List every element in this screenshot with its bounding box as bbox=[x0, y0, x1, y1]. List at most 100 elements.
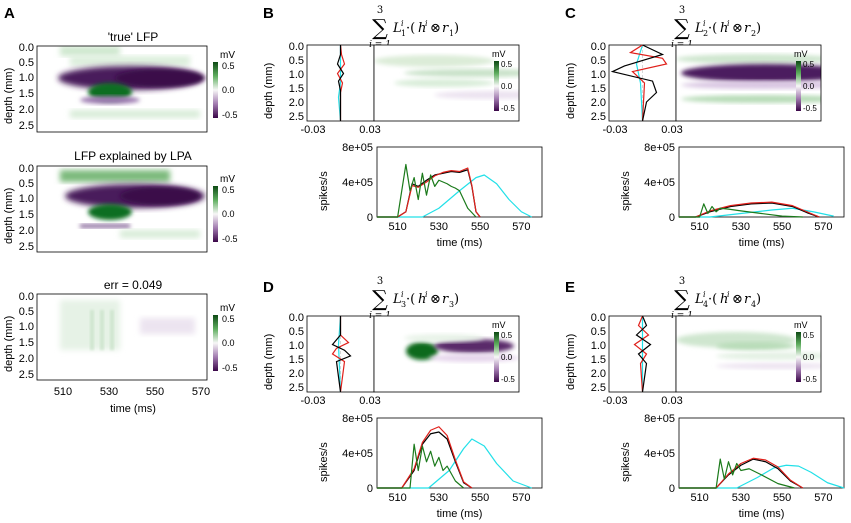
sum-upper: 3 bbox=[679, 5, 685, 16]
xtick-label: 530 bbox=[732, 221, 750, 233]
ytick-label: 2.5 bbox=[289, 111, 304, 123]
xtick-label: 530 bbox=[430, 492, 448, 504]
profile-black-line bbox=[331, 316, 352, 393]
formula-sub: 1 bbox=[401, 29, 406, 38]
ytick-label: 8e+05 bbox=[644, 413, 675, 425]
heatmap-blob bbox=[716, 342, 796, 350]
ytick-label: 8e+05 bbox=[644, 142, 675, 154]
ytick-label: 2.5 bbox=[591, 382, 606, 394]
svg-text:510: 510 bbox=[54, 386, 72, 398]
svg-text:mV: mV bbox=[220, 50, 235, 61]
ytick-label: 0 bbox=[669, 483, 675, 495]
formula-h: h bbox=[418, 292, 426, 307]
formula-otimes: ⊗ bbox=[430, 21, 441, 36]
svg-text:2.0: 2.0 bbox=[19, 353, 34, 365]
y-axis-label: depth (mm) bbox=[3, 68, 15, 124]
xtick-label: 550 bbox=[773, 492, 791, 504]
component-panels: 3∑i = 1Li1·(hi⊗r1)0.00.51.01.52.02.5dept… bbox=[263, 5, 845, 520]
xtick-label: 510 bbox=[388, 492, 406, 504]
heatmap-blob bbox=[676, 54, 821, 64]
heatmap-blob bbox=[681, 64, 821, 82]
formula-L: L bbox=[694, 21, 704, 36]
formula-sub: 2 bbox=[703, 29, 708, 38]
ytick-label: 1.5 bbox=[591, 354, 606, 366]
xtick-label: 530 bbox=[430, 221, 448, 233]
formula-sup: i bbox=[401, 290, 404, 299]
svg-text:1.0: 1.0 bbox=[19, 72, 34, 84]
heatmap-blob bbox=[716, 352, 821, 360]
ytick-label: 1.0 bbox=[289, 340, 304, 352]
svg-text:0.0: 0.0 bbox=[222, 209, 235, 219]
colorbar-tick: -0.5 bbox=[501, 375, 515, 384]
profile-red-line bbox=[628, 44, 668, 122]
panel-a-yticks-2: 0.0 0.5 1.0 1.5 2.0 2.5 bbox=[19, 163, 34, 253]
formula-otimes: ⊗ bbox=[430, 292, 441, 307]
sum-sign: ∑ bbox=[674, 287, 690, 312]
heatmap-title: LFP explained by LPA bbox=[74, 149, 192, 163]
svg-text:0.0: 0.0 bbox=[19, 163, 34, 175]
profile-black-line bbox=[336, 45, 345, 121]
y-axis-label: spikes/s bbox=[318, 442, 330, 482]
svg-text:-0.5: -0.5 bbox=[222, 234, 238, 244]
rate-cyan-line bbox=[377, 174, 532, 218]
colorbar: mV 0.5 0.0 -0.5 bbox=[213, 174, 238, 244]
svg-text:1.5: 1.5 bbox=[19, 88, 34, 100]
rate-red-line bbox=[377, 426, 473, 489]
xtick-label: -0.03 bbox=[300, 124, 325, 136]
formula-L: L bbox=[694, 292, 704, 307]
xtick-label: -0.03 bbox=[602, 124, 627, 136]
formula-sub: 3 bbox=[449, 300, 454, 309]
y-axis-label: spikes/s bbox=[620, 442, 632, 482]
panel-a-yticks-3: 0.0 0.5 1.0 1.5 2.0 2.5 bbox=[19, 291, 34, 381]
heatmap-blob bbox=[681, 81, 821, 89]
heatmap-blob bbox=[404, 334, 484, 342]
profile-cyan-line bbox=[635, 44, 644, 122]
formula-r: r bbox=[744, 292, 751, 307]
rate-cyan-line bbox=[679, 207, 834, 218]
formula-dot: ·( bbox=[406, 21, 415, 36]
formula-sub: 1 bbox=[449, 29, 454, 38]
ytick-label: 2.5 bbox=[289, 382, 304, 394]
sum-upper: 3 bbox=[679, 276, 685, 287]
heatmap-blob bbox=[394, 79, 494, 87]
svg-text:0.0: 0.0 bbox=[222, 338, 235, 348]
formula-close: ) bbox=[454, 21, 459, 36]
colorbar-tick: -0.5 bbox=[803, 104, 817, 113]
xtick-label: 510 bbox=[690, 221, 708, 233]
profile-black-line bbox=[610, 44, 665, 122]
svg-text:0.0: 0.0 bbox=[222, 85, 235, 95]
colorbar bbox=[796, 332, 801, 382]
rate-green-line bbox=[679, 203, 803, 218]
colorbar-tick: 0.0 bbox=[501, 82, 513, 91]
panel-letter-a: A bbox=[4, 5, 15, 22]
ytick-label: 8e+05 bbox=[342, 413, 373, 425]
ytick-label: 8e+05 bbox=[342, 142, 373, 154]
svg-text:2.5: 2.5 bbox=[19, 241, 34, 253]
ytick-label: 0.5 bbox=[591, 326, 606, 338]
formula-sup: i bbox=[727, 19, 730, 28]
ytick-label: 2.5 bbox=[591, 111, 606, 123]
heatmap-lpa-lfp: LFP explained by LPA bbox=[36, 149, 208, 253]
svg-text:-0.5: -0.5 bbox=[222, 110, 238, 120]
formula-sup: i bbox=[727, 290, 730, 299]
formula-L: L bbox=[392, 21, 402, 36]
ytick-label: 0.5 bbox=[289, 55, 304, 67]
colorbar-tick: 0.5 bbox=[803, 60, 815, 69]
ytick-label: 0.0 bbox=[591, 41, 606, 53]
rate-red-line bbox=[377, 167, 481, 218]
svg-text:550: 550 bbox=[146, 386, 164, 398]
rate-cyan-line bbox=[377, 438, 532, 489]
x-axis-label: time (ms) bbox=[110, 403, 156, 415]
colorbar-tick: -0.5 bbox=[501, 104, 515, 113]
colorbar-label: mV bbox=[492, 49, 506, 59]
colorbar-label: mV bbox=[794, 320, 808, 330]
component-formula: 3∑i = 1Li4·(hi⊗r4) bbox=[671, 276, 761, 321]
heatmap-blob bbox=[374, 55, 494, 67]
heatmap-title: err = 0.049 bbox=[104, 278, 163, 292]
spatial-profile: 0.0 0.5 1.0 1.5 2.0 2.5 depth (mm) -0.03 0.03 bbox=[263, 312, 381, 407]
heatmap-true-lfp: 'true' LFP bbox=[36, 30, 208, 133]
y-axis-label: depth (mm) bbox=[3, 316, 15, 372]
formula-r: r bbox=[442, 21, 449, 36]
xtick-label: 570 bbox=[814, 221, 832, 233]
firing-rate-chart: 8e+05 4e+05 0 spikes/s 510 530 550 570 time (ms) bbox=[620, 413, 845, 520]
